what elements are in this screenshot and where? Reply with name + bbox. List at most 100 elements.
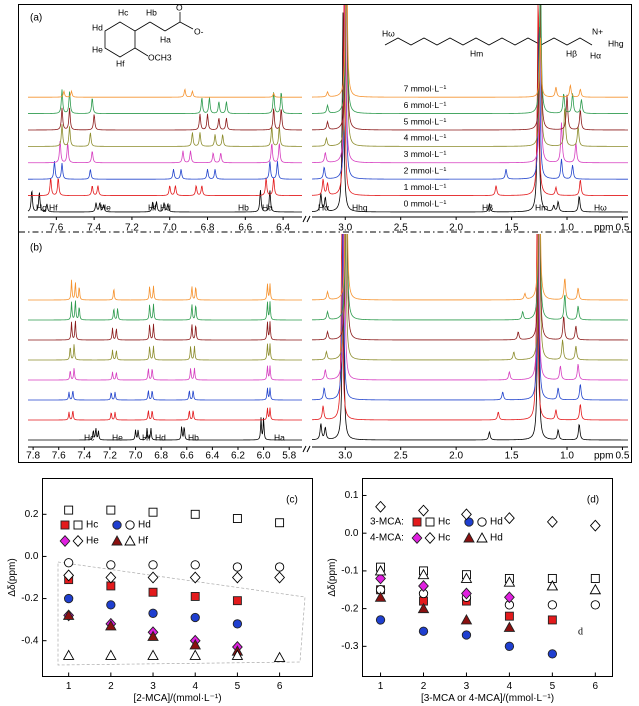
structure-label: Hf	[116, 58, 125, 68]
spectrum-trace	[28, 89, 302, 114]
x-tick-label: 0.5	[616, 451, 630, 462]
marker	[547, 600, 558, 610]
spectrum-trace	[311, 234, 628, 321]
legend-label: Hd	[490, 517, 503, 528]
marker	[232, 562, 243, 572]
spectrum-trace	[312, 5, 628, 147]
structure-label: O	[176, 2, 183, 12]
marker	[190, 509, 200, 519]
spectra-panel	[27, 5, 628, 213]
marker	[424, 532, 436, 544]
marker	[411, 532, 423, 544]
x-tick-label: 6.4	[276, 223, 290, 234]
marker	[589, 583, 602, 595]
x-tick-label: 1.5	[505, 451, 519, 462]
peak-label: Hf	[148, 202, 157, 212]
marker	[375, 500, 386, 513]
x-tick-label: 3.0	[338, 223, 352, 234]
spectrum-trace	[27, 190, 302, 213]
y-axis-label: Δδ(ppm)	[327, 558, 338, 596]
structure-label: Hα	[590, 50, 601, 60]
marker	[460, 572, 473, 583]
marker	[106, 600, 116, 610]
legend-group: 3-MCA:	[370, 517, 404, 528]
x-tick-label: 2	[421, 681, 427, 692]
spectrum-trace	[311, 234, 628, 341]
x-axis-label: [2-MCA]/(mmol·L⁻¹)	[133, 693, 221, 704]
marker	[374, 591, 387, 602]
peak-label: Hf	[142, 432, 151, 442]
marker	[417, 602, 430, 614]
peak-label: Hm	[535, 202, 548, 212]
marker	[105, 649, 117, 660]
spectrum-trace	[311, 234, 628, 381]
peak-label: Hω	[594, 202, 607, 212]
marker	[232, 596, 242, 606]
marker	[418, 580, 429, 592]
spectrum-trace	[28, 365, 302, 381]
marker	[590, 573, 600, 583]
structure-label: O-	[194, 26, 204, 36]
marker	[106, 505, 116, 515]
spectra-panel	[28, 234, 628, 441]
x-tick-label: 7.0	[163, 223, 177, 234]
peak-label: Hβ	[482, 202, 493, 212]
marker	[546, 515, 558, 528]
structure-label: He	[92, 44, 103, 54]
concentration-label: 6 mmol·L⁻¹	[404, 100, 447, 110]
spectrum-trace	[311, 5, 628, 164]
marker	[189, 638, 201, 650]
legend-label: Hc	[86, 520, 98, 531]
spectrum-trace	[311, 5, 628, 196]
marker	[504, 611, 514, 621]
marker	[463, 532, 475, 543]
x-tick-label: 6.8	[201, 223, 215, 234]
marker	[375, 615, 386, 625]
panel-frame	[18, 4, 632, 463]
concentration-label: 1 mmol·L⁻¹	[404, 182, 447, 192]
marker	[64, 558, 74, 568]
x-tick-label: 7.2	[125, 223, 139, 234]
marker	[274, 571, 286, 584]
x-tick-label: 7.0	[129, 451, 143, 462]
y-tick-label: -0.1	[341, 566, 359, 577]
marker	[148, 608, 158, 618]
x-tick-label: 1	[378, 681, 384, 692]
peak-label: Hb	[238, 202, 249, 212]
marker	[72, 535, 84, 547]
peak-label: Hhg	[352, 202, 368, 212]
marker	[589, 519, 601, 532]
x-tick-label: 2	[108, 681, 114, 692]
structure-label: Hc	[118, 7, 129, 17]
spectrum-trace	[312, 234, 628, 361]
spectrum-trace	[28, 279, 302, 301]
x-tick-label: 1	[66, 681, 72, 692]
highlight-region	[57, 561, 306, 666]
x-tick-label: 7.8	[26, 451, 40, 462]
marker	[503, 621, 516, 632]
structure-label: Hd	[92, 22, 103, 32]
marker	[62, 649, 75, 660]
marker	[189, 649, 201, 660]
structure-label: Hβ	[566, 48, 577, 58]
peak-label: Hd	[160, 202, 171, 212]
legend-label: Hc	[438, 517, 450, 528]
x-tick-label: 2.0	[449, 451, 463, 462]
marker	[476, 532, 488, 543]
concentration-label: 4 mmol·L⁻¹	[404, 133, 447, 143]
marker	[62, 609, 75, 620]
marker	[547, 615, 557, 625]
marker	[504, 591, 515, 604]
marker	[460, 614, 473, 625]
concentration-label: 5 mmol·L⁻¹	[404, 116, 447, 126]
y-tick-label: 0.0	[25, 551, 39, 562]
spectrum-trace	[311, 5, 628, 180]
x-tick-label: 6.8	[154, 451, 168, 462]
marker	[147, 649, 159, 660]
x-tick-label: 7.6	[52, 451, 66, 462]
axis-unit: ppm	[594, 451, 613, 462]
x-tick-label: 6	[593, 681, 599, 692]
x-tick-label: 5.8	[282, 451, 296, 462]
x-tick-label: 2.0	[449, 223, 463, 234]
